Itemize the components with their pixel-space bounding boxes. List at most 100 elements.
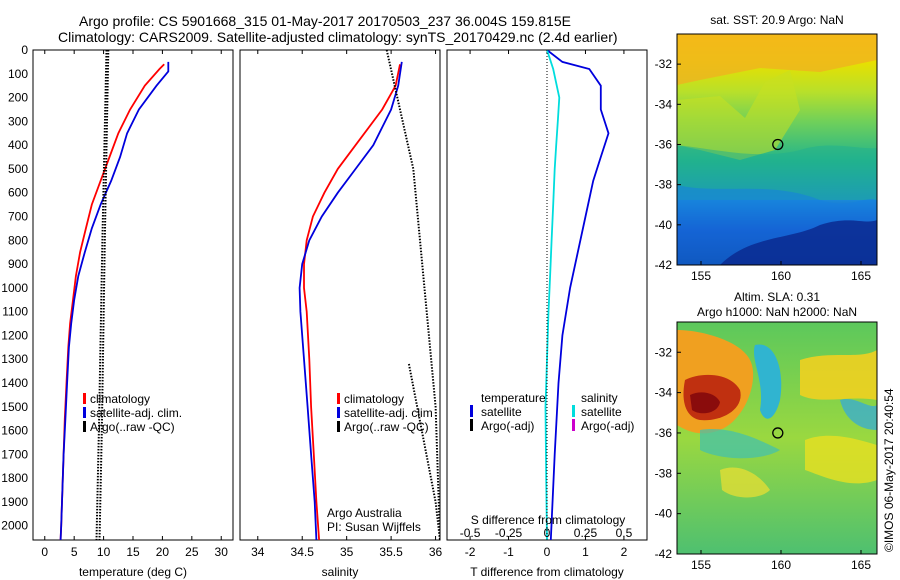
x-tick-label: 10 bbox=[97, 545, 111, 559]
map-y-tick-label: -42 bbox=[655, 547, 673, 561]
legend-swatch-argo bbox=[83, 421, 86, 432]
x-tick-label: 2 bbox=[621, 545, 628, 559]
x-tick-label: -2 bbox=[465, 545, 476, 559]
legend-swatch-s-argo bbox=[572, 419, 575, 431]
depth-tick-label: 1400 bbox=[1, 376, 28, 390]
sst-map-title: sat. SST: 20.9 Argo: NaN bbox=[710, 13, 843, 27]
map-y-tick-label: -42 bbox=[655, 258, 673, 272]
depth-tick-label: 1600 bbox=[1, 424, 28, 438]
x-tick-label: 25 bbox=[185, 545, 199, 559]
sla-map-ticks: 155 160 165 -32 -34 -36 -38 -40 -42 bbox=[655, 345, 872, 572]
map-y-tick-label: -32 bbox=[655, 345, 673, 359]
difference-lines bbox=[544, 50, 610, 540]
depth-tick-label: 2000 bbox=[1, 519, 28, 533]
legend-label-t-satellite: satellite bbox=[481, 405, 522, 419]
institution-label: Argo Australia bbox=[327, 506, 402, 520]
map-y-tick-label: -34 bbox=[655, 386, 673, 400]
series-line-t-satellite bbox=[546, 50, 610, 540]
temperature-lines bbox=[59, 50, 170, 540]
temperature-x-ticks: 0 5 10 15 20 25 30 bbox=[41, 50, 228, 559]
depth-tick-label: 1800 bbox=[1, 471, 28, 485]
depth-tick-label: 1300 bbox=[1, 352, 28, 366]
map-x-tick-label: 160 bbox=[771, 558, 791, 572]
series-line-satellite-adj-clim- bbox=[298, 61, 403, 540]
depth-tick-label: 400 bbox=[8, 138, 28, 152]
depth-tick-label: 100 bbox=[8, 67, 28, 81]
legend-title-temperature: temperature bbox=[481, 391, 546, 405]
depth-tick-label: 300 bbox=[8, 114, 28, 128]
argo-float-marker bbox=[772, 427, 784, 439]
sla-map: Altim. SLA: 0.31 Argo h1000: NaN h2000: … bbox=[655, 290, 878, 572]
map-y-tick-label: -38 bbox=[655, 178, 673, 192]
map-x-tick-label: 165 bbox=[851, 558, 871, 572]
salinity-lines bbox=[298, 50, 440, 540]
x-tick-label: 35.5 bbox=[379, 545, 403, 559]
map-y-tick-label: -36 bbox=[655, 426, 673, 440]
difference-legend: temperature satellite Argo(-adj) salinit… bbox=[470, 391, 634, 433]
s-tick-label: 0.25 bbox=[574, 526, 598, 540]
difference-top-label: S difference from climatology bbox=[471, 513, 626, 527]
legend-label-satellite: satellite-adj. clim. bbox=[90, 406, 182, 420]
legend-swatch-t-satellite bbox=[470, 405, 473, 417]
depth-tick-label: 800 bbox=[8, 233, 28, 247]
depth-axis-ticks: 0 100 200 300 400 500 600 700 800 900 1000 1100 1200… bbox=[1, 43, 647, 533]
legend-label-t-argo: Argo(-adj) bbox=[481, 419, 534, 433]
legend-title-salinity: salinity bbox=[581, 391, 618, 405]
depth-tick-label: 200 bbox=[8, 91, 28, 105]
sla-field bbox=[677, 322, 877, 554]
map-x-tick-label: 155 bbox=[691, 558, 711, 572]
temperature-legend: climatology satellite-adj. clim. Argo(..… bbox=[83, 392, 182, 434]
s-tick-label: 0.5 bbox=[616, 526, 633, 540]
x-tick-label: 35 bbox=[340, 545, 354, 559]
legend-label-argo: Argo(..raw -QC) bbox=[90, 420, 175, 434]
legend-swatch-satellite bbox=[337, 407, 340, 418]
legend-label-s-satellite: satellite bbox=[581, 405, 622, 419]
s-tick-label: -0.5 bbox=[460, 526, 481, 540]
argo-float-marker bbox=[772, 138, 784, 151]
series-line-argo-raw-qc-1 bbox=[385, 50, 440, 540]
legend-swatch-argo bbox=[337, 421, 340, 432]
map-y-tick-label: -38 bbox=[655, 466, 673, 480]
sla-map-subtitle: Argo h1000: NaN h2000: NaN bbox=[697, 305, 857, 319]
temperature-panel: 0 5 10 15 20 25 30 temperature (deg C) climato… bbox=[32, 49, 234, 579]
depth-tick-label: 900 bbox=[8, 257, 28, 271]
difference-x-ticks: -2 -1 0 1 2 bbox=[465, 50, 628, 559]
imos-timestamp: ©IMOS 06-May-2017 20:40:54 bbox=[882, 388, 896, 552]
difference-axes-box bbox=[446, 49, 648, 541]
depth-tick-label: 1700 bbox=[1, 447, 28, 461]
legend-label-argo: Argo(..raw -QC) bbox=[344, 420, 429, 434]
depth-tick-label: 700 bbox=[8, 210, 28, 224]
depth-tick-label: 1100 bbox=[2, 305, 28, 319]
salinity-panel: 34 34.5 35 35.5 36 salinity climatology sate… bbox=[239, 49, 443, 579]
map-y-tick-label: -40 bbox=[655, 507, 673, 521]
x-tick-label: 15 bbox=[126, 545, 140, 559]
x-tick-label: 20 bbox=[156, 545, 170, 559]
header-line1: Argo profile: CS 5901668_315 01-May-2017… bbox=[79, 13, 571, 29]
salinity-x-ticks: 34 34.5 35 35.5 36 bbox=[251, 50, 443, 559]
pi-label: PI: Susan Wijffels bbox=[327, 520, 421, 534]
sst-map-ticks: 155 160 165 -32 -34 -36 -38 -40 -42 bbox=[655, 57, 872, 283]
series-line-argo-raw-qc-2 bbox=[407, 363, 440, 540]
sla-map-title: Altim. SLA: 0.31 bbox=[734, 290, 820, 304]
depth-tick-label: 0 bbox=[21, 43, 28, 57]
legend-label-s-argo: Argo(-adj) bbox=[581, 419, 634, 433]
x-tick-label: 1 bbox=[582, 545, 589, 559]
x-tick-label: 30 bbox=[215, 545, 229, 559]
difference-panel: -2 -1 0 1 2 T difference from climatology S … bbox=[446, 49, 648, 579]
series-line-argo-raw-qc-pressure-1 bbox=[95, 50, 108, 540]
x-tick-label: 36 bbox=[429, 545, 443, 559]
legend-label-climatology: climatology bbox=[90, 392, 150, 406]
depth-tick-label: 1000 bbox=[1, 281, 28, 295]
salinity-axes-box bbox=[239, 49, 441, 541]
legend-label-satellite: satellite-adj. clim bbox=[344, 406, 433, 420]
map-x-tick-label: 160 bbox=[771, 269, 791, 283]
map-y-tick-label: -34 bbox=[655, 97, 673, 111]
salinity-legend: climatology satellite-adj. clim Argo(..r… bbox=[337, 392, 433, 434]
header-line2: Climatology: CARS2009. Satellite-adjuste… bbox=[58, 29, 618, 45]
map-x-tick-label: 155 bbox=[691, 269, 711, 283]
difference-xlabel: T difference from climatology bbox=[470, 565, 624, 579]
series-line-argo-raw-qc-pressure-2 bbox=[98, 50, 110, 540]
s-tick-label: 0 bbox=[544, 526, 551, 540]
sst-map-frame bbox=[676, 33, 878, 266]
